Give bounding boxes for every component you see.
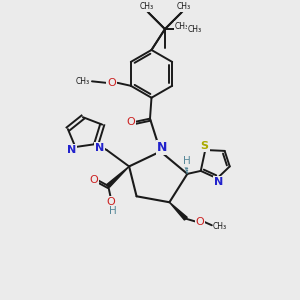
Text: N: N xyxy=(67,145,76,155)
Text: H: H xyxy=(109,206,116,216)
Text: CH₃: CH₃ xyxy=(76,77,90,86)
Text: S: S xyxy=(201,141,208,152)
Text: CH₃: CH₃ xyxy=(176,2,190,11)
Polygon shape xyxy=(169,202,187,220)
Text: O: O xyxy=(127,117,136,127)
Text: CH₃: CH₃ xyxy=(174,22,188,31)
Text: O: O xyxy=(196,217,204,227)
Polygon shape xyxy=(107,167,129,187)
Text: O: O xyxy=(107,197,116,207)
Text: H: H xyxy=(184,156,191,166)
Text: CH₃: CH₃ xyxy=(140,2,154,11)
Text: N: N xyxy=(94,142,104,153)
Text: O: O xyxy=(89,175,98,185)
Text: N: N xyxy=(157,140,167,154)
Text: N: N xyxy=(214,177,223,187)
Text: CH₃: CH₃ xyxy=(213,222,227,231)
Text: O: O xyxy=(107,78,116,88)
Text: CH₃: CH₃ xyxy=(188,25,202,34)
